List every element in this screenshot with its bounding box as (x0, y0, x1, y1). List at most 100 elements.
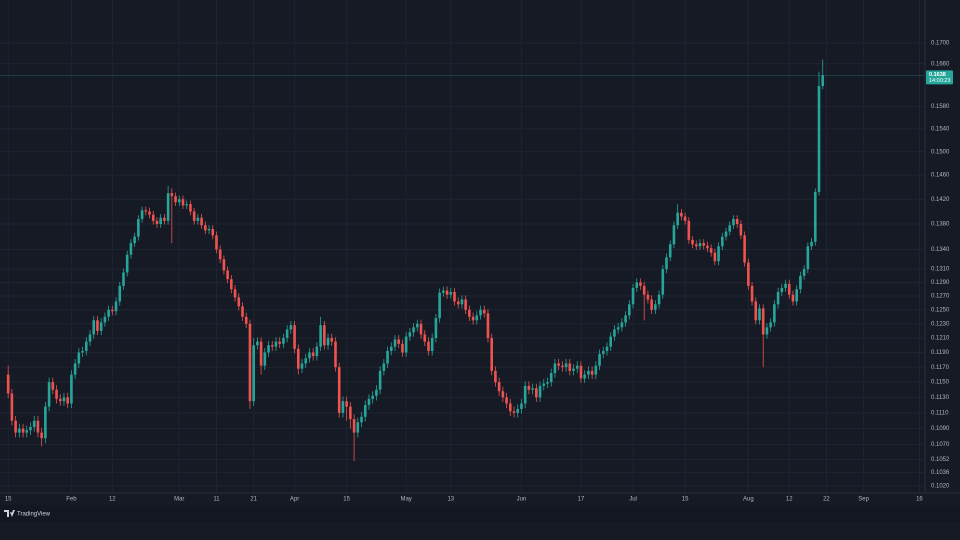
candle-body (289, 325, 293, 330)
candle-body (252, 345, 255, 402)
candle-body (144, 210, 148, 212)
candle-body (799, 275, 802, 290)
candle-body (791, 294, 795, 302)
candle-body (334, 341, 337, 368)
candle-body (397, 339, 401, 344)
candle-body (497, 382, 501, 392)
y-tick-label: 0.1700 (931, 41, 950, 47)
candle-body (445, 290, 449, 295)
candle-body (423, 334, 427, 342)
y-tick-label: 0.1150 (931, 380, 950, 386)
last-price-label: 0.1638 (929, 72, 946, 78)
y-tick-label: 0.1340 (931, 247, 950, 253)
x-tick-label: 22 (823, 497, 830, 503)
candle-body (326, 338, 330, 346)
candle-body (386, 351, 389, 364)
x-tick-label: Aug (743, 497, 754, 503)
y-tick-label: 0.1460 (931, 173, 950, 179)
candle-body (557, 363, 560, 366)
candle-body (806, 246, 810, 270)
candle-body (512, 411, 516, 413)
candle-body (743, 235, 746, 263)
candle-body (810, 241, 813, 247)
candle-body (505, 397, 508, 404)
candle-body (787, 283, 791, 295)
candle-body (285, 329, 289, 339)
candle-body (434, 318, 438, 339)
candle-body (319, 325, 322, 347)
candle-body (36, 420, 40, 433)
candle-body (263, 352, 267, 366)
y-tick-label: 0.1130 (931, 395, 950, 401)
candle-body (479, 309, 482, 316)
candle-body (412, 327, 415, 333)
candle-body (181, 199, 185, 206)
candle-body (148, 211, 151, 215)
candles (0, 59, 925, 462)
candle-body (215, 235, 218, 250)
candle-body (813, 191, 817, 242)
candle-body (531, 388, 534, 390)
candle-body (404, 336, 408, 353)
candle-body (720, 236, 724, 247)
candle-body (538, 385, 542, 398)
y-tick-label: 0.1310 (931, 267, 950, 273)
candle-body (453, 291, 456, 302)
candle-body (601, 351, 605, 354)
y-tick-label: 0.1230 (931, 321, 950, 327)
y-tick-label: 0.1090 (931, 426, 950, 432)
candle-body (449, 291, 453, 295)
x-tick-label: 13 (447, 497, 454, 503)
candle-body (642, 285, 646, 295)
candle-body (468, 309, 471, 317)
candle-body (356, 422, 360, 433)
candle-body (802, 269, 806, 276)
x-tick-label: 17 (578, 497, 585, 503)
candle-body (594, 365, 598, 375)
candle-body (680, 212, 683, 217)
candle-body (646, 294, 650, 300)
x-tick-label: 15 (682, 497, 689, 503)
candle-body (527, 385, 531, 390)
candle-body (6, 374, 10, 394)
candle-body (345, 401, 348, 407)
candle-body (323, 325, 326, 346)
candle-body (300, 363, 304, 369)
candle-body (248, 323, 252, 402)
candle-body (765, 327, 769, 335)
candle-body (55, 389, 58, 399)
candle-body (579, 365, 583, 379)
candle-body (151, 214, 155, 221)
candle-body (561, 365, 564, 368)
candle-body (728, 225, 732, 232)
candle-body (256, 341, 259, 346)
candle-body (761, 308, 765, 335)
candle-body (389, 346, 393, 352)
candle-body (460, 299, 464, 305)
candle-body (732, 218, 735, 226)
candle-body (717, 246, 720, 262)
candle-body (568, 363, 572, 371)
x-tick-label: 12 (109, 497, 116, 503)
candle-body (192, 211, 196, 221)
candle-body (724, 231, 728, 237)
candle-body (375, 389, 378, 396)
candle-body (40, 432, 43, 439)
y-tick-label: 0.1170 (931, 365, 950, 371)
candle-body (96, 320, 99, 331)
last-price-box (926, 70, 953, 85)
candle-body (583, 374, 586, 379)
candle-body (654, 304, 657, 310)
candle-body (628, 304, 631, 316)
y-tick-label: 0.1540 (931, 126, 950, 132)
y-tick-label: 0.1210 (931, 336, 950, 342)
candle-body (174, 196, 177, 203)
candle-body (47, 382, 51, 407)
candle-body (25, 430, 29, 433)
bottom-toolbar (0, 505, 960, 522)
candle-body (750, 285, 754, 302)
candle-body (218, 249, 222, 260)
candle-body (430, 338, 434, 352)
candle-body (598, 353, 601, 366)
